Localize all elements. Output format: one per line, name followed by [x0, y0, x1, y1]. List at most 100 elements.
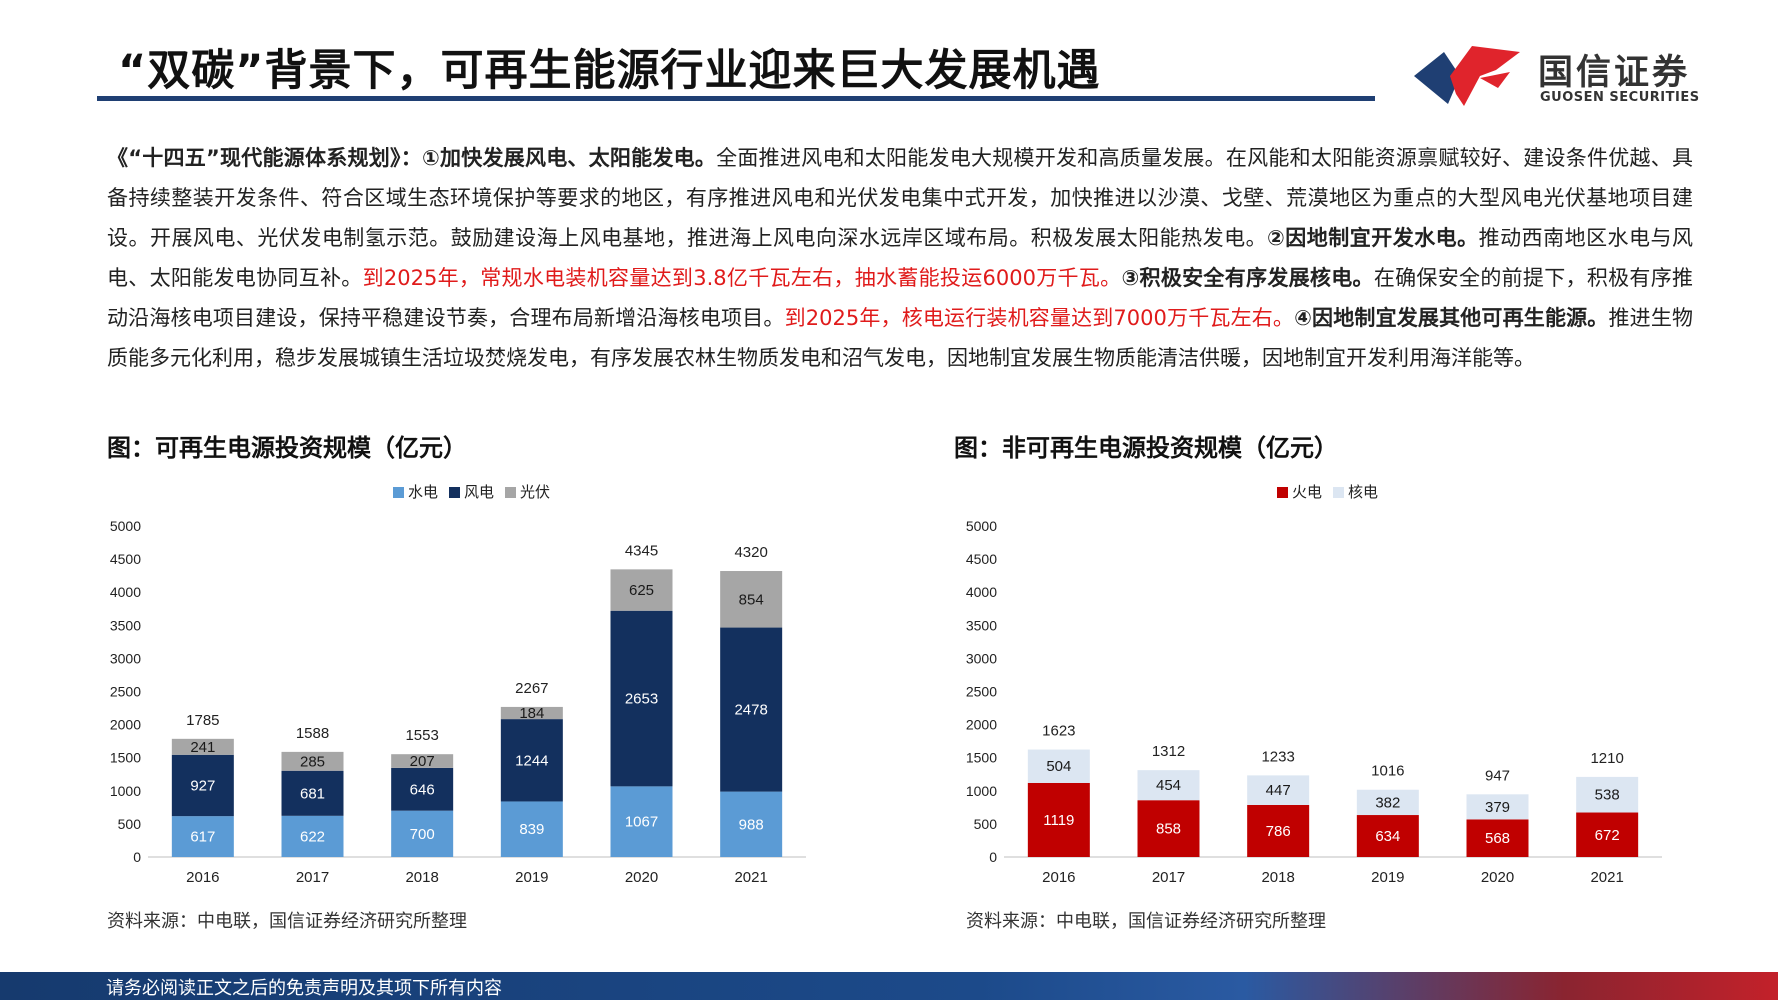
- right-figure-source: 资料来源：中电联，国信证券经济研究所整理: [966, 911, 1326, 932]
- bar-segment: [281, 770, 344, 816]
- bar-segment: [1576, 776, 1639, 813]
- y-tick-label: 2000: [966, 717, 997, 733]
- bar-value-label: 786: [1266, 823, 1291, 840]
- y-tick-label: 3000: [110, 650, 141, 666]
- bar-segment: [720, 791, 783, 857]
- legend-label: 风电: [464, 484, 494, 501]
- legend-swatch: [393, 487, 404, 498]
- left-figure-source: 资料来源：中电联，国信证券经济研究所整理: [107, 911, 467, 932]
- bar-segment: [500, 706, 563, 720]
- bar-value-label: 854: [739, 591, 764, 608]
- bar-value-label: 382: [1375, 794, 1400, 811]
- x-tick-label: 2017: [296, 869, 329, 886]
- y-tick-label: 3500: [966, 617, 997, 633]
- bar-segment: [1247, 804, 1310, 857]
- left-figure-title: 图：可再生电源投资规模（亿元）: [107, 434, 467, 462]
- y-tick-label: 1500: [110, 750, 141, 766]
- y-tick-label: 1000: [110, 783, 141, 799]
- renewable-investment-chart: 0 500 1000 1500 2000 2500 3000 3500 4000 4500 5000…: [110, 484, 806, 886]
- y-tick-label: 3500: [110, 617, 141, 633]
- bar-total-label: 1233: [1261, 748, 1294, 765]
- bar-segment: [500, 719, 563, 802]
- bar-value-label: 1244: [515, 752, 548, 769]
- bar-segment: [1027, 782, 1090, 857]
- x-tick-label: 2016: [186, 869, 219, 886]
- bar-segment: [171, 738, 234, 755]
- right-figure-title: 图：非可再生电源投资规模（亿元）: [954, 434, 1338, 462]
- legend-swatch: [1333, 487, 1344, 498]
- bar-value-label: 672: [1595, 827, 1620, 844]
- bar-segment: [391, 767, 454, 811]
- intro-hydro-heading: ②因地制宜开发水电。: [1267, 226, 1479, 250]
- intro-hydro-text: 推动西南地区水电与风电、太阳能发电协同互补。: [107, 226, 1693, 290]
- y-tick-label: 0: [133, 849, 141, 865]
- bar-segment: [391, 754, 454, 768]
- intro-heading: 《“十四五”现代能源体系规划》：①加快发展风电、太阳能发电。: [107, 146, 717, 170]
- bar-total-label: 4345: [625, 542, 658, 559]
- bar-value-label: 568: [1485, 830, 1510, 847]
- bar-total-label: 1016: [1371, 763, 1404, 780]
- bar-value-label: 379: [1485, 799, 1510, 816]
- bar-value-label: 1119: [1043, 812, 1074, 829]
- bar-segment: [1137, 770, 1200, 801]
- bar-value-label: 504: [1046, 758, 1071, 775]
- bar-segment: [171, 816, 234, 857]
- bar-value-label: 1067: [625, 814, 658, 831]
- x-tick-label: 2021: [734, 869, 767, 886]
- bar-value-label: 681: [300, 785, 325, 802]
- bar-segment: [1356, 789, 1419, 816]
- intro-nuclear-heading: ③积极安全有序发展核电。: [1121, 266, 1374, 290]
- x-tick-label: 2019: [1371, 869, 1404, 886]
- bar-segment: [610, 569, 673, 611]
- y-tick-label: 4000: [110, 584, 141, 600]
- y-tick-label: 4500: [110, 551, 141, 567]
- bar-segment: [1466, 819, 1529, 857]
- bar-segment: [171, 754, 234, 817]
- x-tick-label: 2020: [1481, 869, 1514, 886]
- bar-value-label: 700: [410, 826, 435, 843]
- bar-value-label: 617: [190, 829, 215, 846]
- page-title: “双碳”背景下，可再生能源行业迎来巨大发展机遇: [118, 46, 1101, 96]
- intro-nuclear-target: 到2025年，核电运行装机容量达到7000万千瓦左右。: [784, 306, 1295, 330]
- bar-value-label: 927: [190, 777, 215, 794]
- bar-total-label: 1623: [1042, 723, 1075, 740]
- bar-value-label: 241: [190, 739, 215, 756]
- y-tick-label: 500: [974, 816, 998, 832]
- intro-nuclear-text: 在确保安全的前提下，积极有序推动沿海核电项目建设，保持平稳建设节奏，合理布局新增…: [107, 266, 1694, 330]
- logo-chinese-name: 国信证券: [1538, 53, 1691, 93]
- bar-value-label: 625: [629, 582, 654, 599]
- x-tick-label: 2018: [1261, 869, 1294, 886]
- bar-value-label: 285: [300, 753, 325, 770]
- bar-total-label: 947: [1485, 767, 1510, 784]
- bar-value-label: 858: [1156, 821, 1181, 838]
- legend-label: 水电: [408, 484, 438, 501]
- bar-segment: [500, 801, 563, 857]
- logo-english-name: GUOSEN SECURITIES: [1540, 90, 1700, 105]
- bar-value-label: 2478: [734, 702, 767, 719]
- footer-bar: 请务必阅读正文之后的免责声明及其项下所有内容: [0, 972, 1778, 1000]
- x-tick-label: 2019: [515, 869, 548, 886]
- title-underline: [97, 96, 1375, 101]
- y-tick-label: 0: [989, 849, 997, 865]
- bar-value-label: 2653: [625, 691, 658, 708]
- x-tick-label: 2018: [405, 869, 438, 886]
- y-tick-label: 4000: [966, 584, 997, 600]
- brand-logo: 国信证券 GUOSEN SECURITIES: [1410, 36, 1702, 112]
- bar-segment: [1576, 812, 1639, 857]
- bar-segment: [1247, 775, 1310, 805]
- legend-swatch: [1277, 487, 1288, 498]
- bar-value-label: 538: [1595, 787, 1620, 804]
- y-tick-label: 1000: [966, 783, 997, 799]
- y-tick-label: 500: [118, 816, 142, 832]
- bar-segment: [720, 571, 783, 628]
- intro-other-heading: ④因地制宜发展其他可再生能源。: [1294, 306, 1609, 330]
- bar-total-label: 1553: [405, 727, 438, 744]
- y-tick-label: 5000: [110, 518, 141, 534]
- bar-value-label: 622: [300, 828, 325, 845]
- bar-segment: [391, 810, 454, 857]
- bar-total-label: 4320: [734, 544, 767, 561]
- y-tick-label: 2500: [966, 684, 997, 700]
- bar-value-label: 646: [410, 781, 435, 798]
- bar-total-label: 1210: [1590, 750, 1623, 767]
- nonrenewable-investment-chart: 0 500 1000 1500 2000 2500 3000 3500 4000 4500 5000…: [966, 484, 1662, 886]
